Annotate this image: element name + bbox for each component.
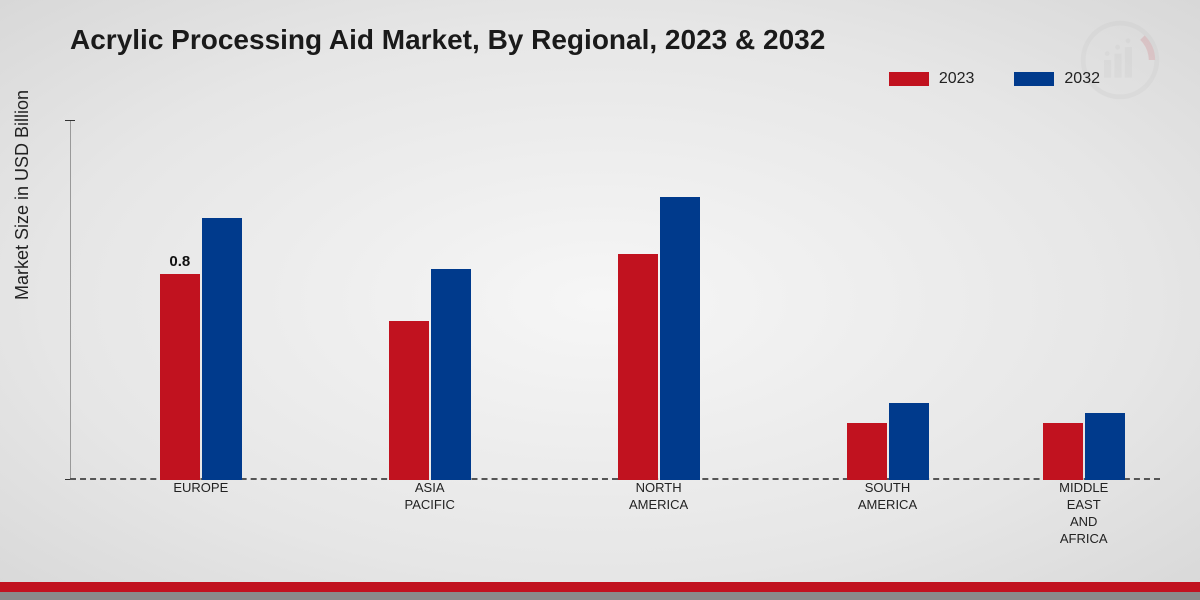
chart-title: Acrylic Processing Aid Market, By Region… [70, 24, 825, 56]
bar [889, 403, 929, 480]
bar-group [1043, 413, 1125, 480]
legend-label-2023: 2023 [939, 70, 975, 88]
plot-area: 0.8 [70, 120, 1160, 480]
legend-label-2032: 2032 [1064, 70, 1100, 88]
legend-item-2023: 2023 [889, 70, 975, 88]
bar-group [618, 197, 700, 480]
legend-item-2032: 2032 [1014, 70, 1100, 88]
x-tick-label: EUROPE [173, 480, 228, 497]
bar [1085, 413, 1125, 480]
legend: 2023 2032 [889, 70, 1100, 88]
y-tick-top [65, 120, 75, 121]
x-tick-label: SOUTH AMERICA [858, 480, 917, 514]
bar-group: 0.8 [160, 218, 242, 480]
bar [1043, 423, 1083, 480]
x-axis-labels: EUROPE ASIA PACIFIC NORTH AMERICA SOUTH AME… [70, 480, 1160, 550]
x-tick-label: NORTH AMERICA [629, 480, 688, 514]
bar [431, 269, 471, 480]
legend-swatch-2032 [1014, 72, 1054, 86]
chart-canvas: Acrylic Processing Aid Market, By Region… [0, 0, 1200, 600]
x-tick-label: ASIA PACIFIC [405, 480, 455, 514]
bar [618, 254, 658, 480]
legend-swatch-2023 [889, 72, 929, 86]
footer-bar-grey [0, 592, 1200, 600]
bar [389, 321, 429, 480]
footer-bar-red [0, 582, 1200, 592]
bar [202, 218, 242, 480]
bar [160, 274, 200, 480]
bar [847, 423, 887, 480]
bar [660, 197, 700, 480]
bar-group [389, 269, 471, 480]
bar-value-label: 0.8 [169, 253, 190, 270]
bar-group [847, 403, 929, 480]
y-axis-label: Market Size in USD Billion [12, 90, 33, 300]
y-axis-line [70, 120, 71, 480]
x-tick-label: MIDDLE EAST AND AFRICA [1059, 480, 1108, 548]
watermark-logo [1080, 20, 1160, 100]
